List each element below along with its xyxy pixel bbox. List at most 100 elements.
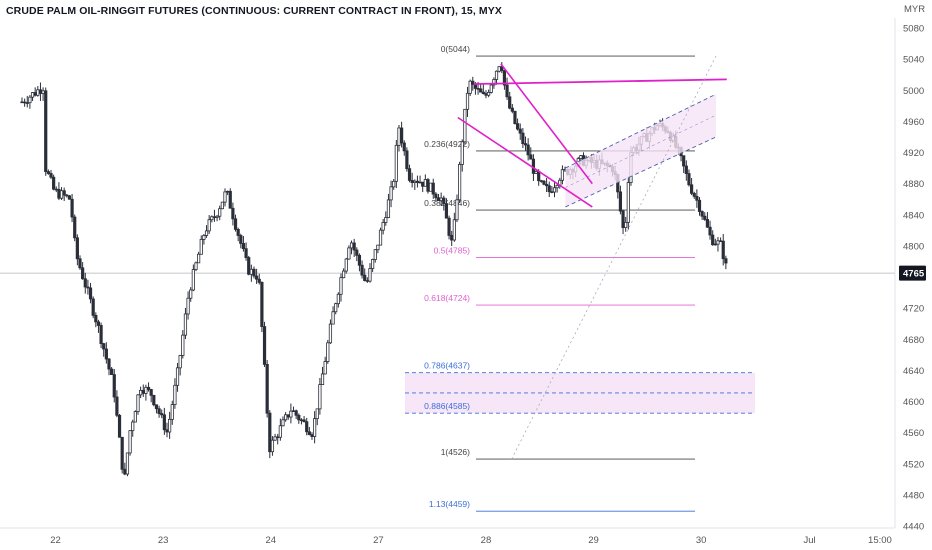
candle-body <box>423 179 427 187</box>
candle-body <box>376 244 380 251</box>
last-price-badge <box>899 265 926 281</box>
candle-body <box>487 91 491 96</box>
candle-body <box>392 180 396 188</box>
candle-body <box>413 180 417 183</box>
candle-body <box>500 66 504 71</box>
fib-level-label: 1(4526) <box>441 447 470 457</box>
candle-body <box>405 150 409 170</box>
candle-body <box>125 452 130 475</box>
candle-body <box>165 429 169 433</box>
candle-body <box>531 158 536 174</box>
candle-body <box>241 243 246 250</box>
price-tick-label: 5000 <box>903 86 924 97</box>
candle-body <box>344 258 348 272</box>
candle-body <box>220 201 224 210</box>
candle-body <box>231 207 235 220</box>
candle-body <box>181 334 185 356</box>
candle-body <box>381 222 385 231</box>
candle-body <box>695 195 699 201</box>
candle-body <box>534 170 538 174</box>
candle-body <box>313 418 317 437</box>
candle-body <box>286 414 290 418</box>
candle-body <box>721 240 725 260</box>
candle-body <box>265 364 269 414</box>
candle-body <box>202 235 206 240</box>
candle-body <box>326 342 330 362</box>
candle-body <box>239 235 243 244</box>
candle-body <box>86 286 90 289</box>
candle-body <box>336 293 340 305</box>
candle-body <box>429 182 433 192</box>
falling-wedge-upper[interactable] <box>500 63 593 185</box>
candle-body <box>139 389 143 396</box>
time-tick-label: 29 <box>588 535 599 546</box>
fib-level-label: 0.236(4922) <box>424 139 470 149</box>
rising-channel-mid[interactable] <box>565 114 717 188</box>
candle-body <box>545 183 549 187</box>
candle-body <box>489 84 493 93</box>
time-tick-label: 22 <box>50 535 61 546</box>
fib-level-label: 0.5(4785) <box>434 246 471 256</box>
resistance-line[interactable] <box>473 78 727 85</box>
time-tick-label: 30 <box>696 535 707 546</box>
price-tick-label: 4880 <box>903 179 924 190</box>
fibonacci-retracement[interactable]: 0(5044) 0.236(4922) 0.382(4846) 0.5(4785) 0.… <box>405 44 755 512</box>
price-tick-label: 4600 <box>903 397 924 408</box>
price-tick-label: 5080 <box>903 24 924 35</box>
candle-body <box>104 348 108 360</box>
candle-body <box>268 412 272 453</box>
candle-body <box>463 108 467 143</box>
candle-body <box>223 191 227 203</box>
candle-body <box>407 168 412 181</box>
candle-body <box>552 187 557 193</box>
candle-body <box>305 421 309 433</box>
time-tick-label: Jul <box>803 535 815 546</box>
candle-body <box>355 249 359 256</box>
candle-body <box>249 268 253 275</box>
candle-body <box>70 198 74 218</box>
candle-body <box>36 89 40 96</box>
candle-body <box>115 396 119 416</box>
time-tick-label: 27 <box>373 535 384 546</box>
candle-body <box>505 84 509 98</box>
candle-body <box>479 88 483 93</box>
candle-body <box>183 313 188 336</box>
candle-body <box>162 414 166 431</box>
candle-body <box>75 237 79 260</box>
candle-body <box>59 190 64 199</box>
candle-body <box>141 389 145 394</box>
candle-body <box>624 221 628 228</box>
candle-body <box>476 88 480 90</box>
candle-body <box>402 142 406 152</box>
candle-body <box>450 235 454 241</box>
candle-body <box>465 92 470 110</box>
price-tick-label: 4680 <box>903 335 924 346</box>
candle-body <box>700 211 704 217</box>
falling-wedge-lower[interactable] <box>457 116 593 208</box>
candle-body <box>473 83 478 89</box>
candle-body <box>128 430 132 454</box>
trend-drawings[interactable] <box>457 55 727 460</box>
candle-body <box>724 258 728 264</box>
candle-body <box>67 195 72 200</box>
candle-body <box>518 128 522 134</box>
candle-body <box>289 410 293 418</box>
candle-body <box>110 368 114 375</box>
candle-body <box>497 66 501 72</box>
candle-body <box>471 80 475 85</box>
candle-body <box>78 258 82 269</box>
candle-body <box>255 275 259 280</box>
candle-body <box>112 374 116 398</box>
candle-body <box>315 408 319 420</box>
candle-body <box>626 182 630 223</box>
candle-body <box>33 92 37 96</box>
candle-body <box>397 127 401 146</box>
candle-body <box>88 287 93 300</box>
candle-body <box>444 203 449 219</box>
time-tick-label: 24 <box>265 535 276 546</box>
rising-channel-fill <box>565 94 717 207</box>
candle-body <box>99 325 103 344</box>
fib-trend-diagonal[interactable] <box>511 55 717 460</box>
candle-body <box>149 389 153 396</box>
